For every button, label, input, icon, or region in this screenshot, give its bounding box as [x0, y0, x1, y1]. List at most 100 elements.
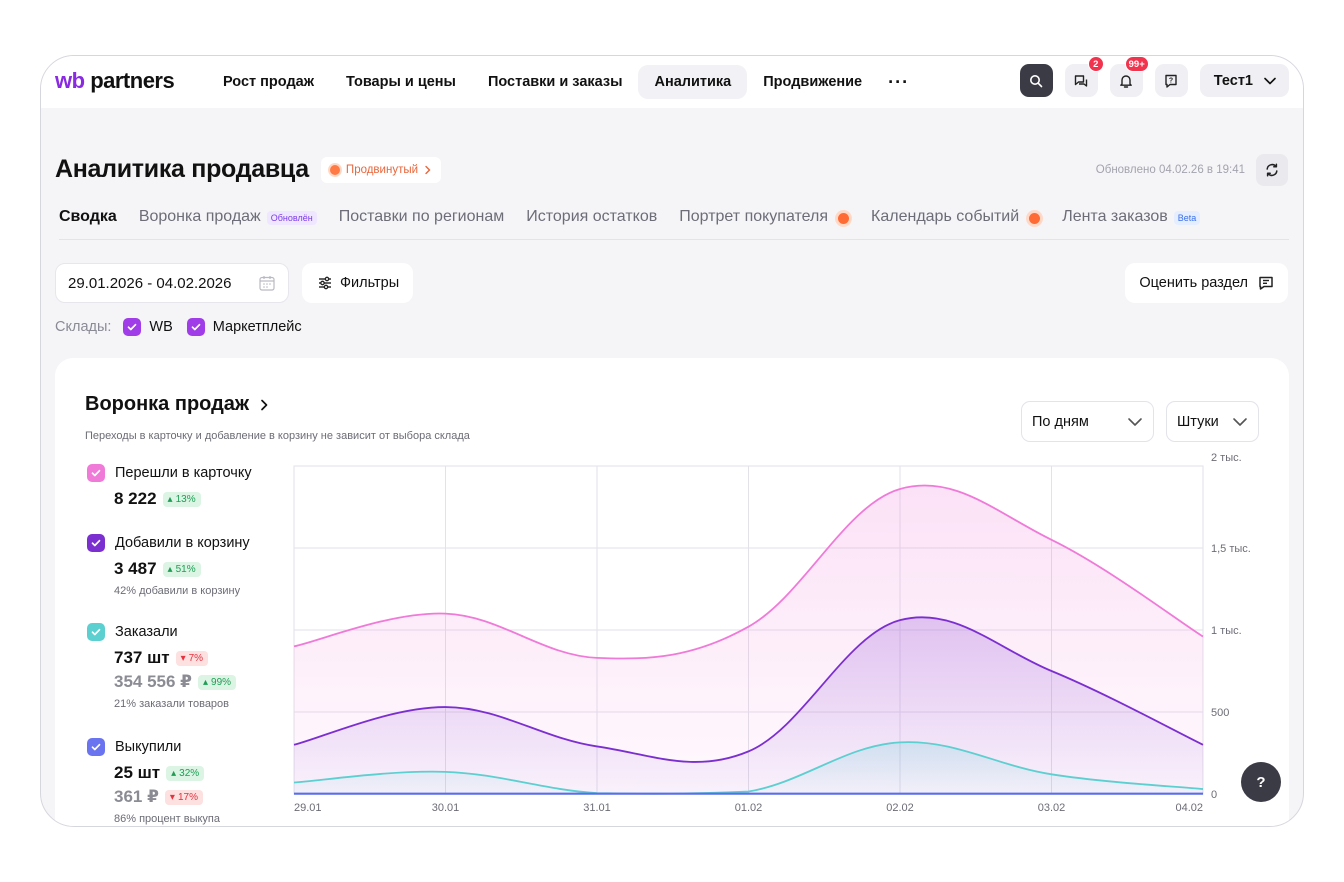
user-menu-button[interactable]: Тест1	[1199, 64, 1289, 97]
nav-more-button[interactable]: ···	[888, 71, 910, 92]
x-tick-label: 02.02	[886, 802, 914, 814]
user-name: Тест1	[1213, 72, 1253, 89]
nav-item-sales-growth[interactable]: Рост продаж	[223, 74, 315, 90]
tab-buyer-portrait-label: Портрет покупателя	[679, 208, 829, 225]
metric-orders-value-row: 737 шт ▾ 7%	[114, 648, 287, 668]
new-dot-icon	[838, 213, 850, 224]
tab-summary[interactable]: Сводка	[59, 208, 117, 239]
filters-button[interactable]: Фильтры	[302, 263, 414, 303]
triangle-up-icon: ▴	[171, 767, 177, 779]
warehouse-wb-checkbox[interactable]: WB	[123, 318, 173, 336]
metric-cart-label: Добавили в корзину	[115, 535, 250, 551]
x-tick-label: 31.01	[583, 802, 611, 814]
metric-buyouts-toggle[interactable]: Выкупили	[87, 738, 287, 756]
funnel-title-link[interactable]: Воронка продаж	[85, 393, 269, 416]
y-tick-label: 1 тыс.	[1211, 625, 1242, 637]
metric-buyouts-note: 86% процент выкупа	[114, 813, 220, 825]
refresh-button[interactable]	[1256, 154, 1288, 186]
checkbox-checked-icon	[87, 534, 105, 552]
metric-buyouts-sum: 361 ₽	[114, 787, 159, 806]
top-actions: 2 99+ ? Тест1	[1019, 56, 1289, 97]
section-tabs: Сводка Воронка продаж Обновлён Поставки п…	[59, 208, 1289, 240]
svg-text:?: ?	[1169, 77, 1173, 84]
x-tick-label: 03.02	[1038, 802, 1066, 814]
series-area-3	[294, 742, 1203, 794]
date-range-value: 29.01.2026 - 04.02.2026	[68, 274, 232, 292]
metric-views-value: 8 222	[114, 489, 157, 508]
series-area-2	[294, 617, 1203, 794]
chevron-right-icon	[261, 399, 268, 410]
funnel-subtitle: Переходы в карточку и добавление в корзи…	[85, 430, 470, 442]
tab-sales-funnel[interactable]: Воронка продаж Обновлён	[139, 208, 317, 239]
notifications-button[interactable]: 99+	[1109, 56, 1149, 97]
nav-item-products-prices[interactable]: Товары и цены	[346, 74, 456, 90]
tab-stock-history[interactable]: История остатков	[526, 208, 658, 239]
change-badge-up: ▴ 99%	[198, 674, 237, 690]
change-badge-down: ▾ 7%	[175, 650, 209, 666]
nav-item-analytics[interactable]: Аналитика	[638, 65, 748, 99]
period-select[interactable]: По дням	[1021, 401, 1154, 442]
rate-section-label: Оценить раздел	[1139, 275, 1248, 291]
tab-orders-feed-label: Лента заказов	[1062, 208, 1168, 225]
page-title: Аналитика продавца	[55, 155, 309, 183]
checkbox-checked-icon	[87, 738, 105, 756]
checkbox-checked-icon	[87, 464, 105, 482]
support-button[interactable]: ?	[1154, 64, 1188, 97]
page-header: Аналитика продавца Продвинутый	[55, 155, 442, 184]
refresh-icon	[1266, 163, 1278, 177]
metric-views-value-row: 8 222 ▴ 13%	[114, 489, 287, 509]
metric-cart-value: 3 487	[114, 559, 157, 578]
change-value: 51%	[175, 563, 196, 575]
sales-funnel-card: Воронка продаж Переходы в карточку и доб…	[55, 358, 1289, 826]
metric-card-cart: Добавили в корзину 3 487 ▴ 51% 42% добави…	[87, 534, 287, 597]
metric-card-buyouts: Выкупили 25 шт ▴ 32% 361 ₽ ▾ 17% 86% проце…	[87, 738, 287, 825]
metric-views-label: Перешли в карточку	[115, 465, 252, 481]
tab-events-calendar[interactable]: Календарь событий	[871, 208, 1041, 239]
checkbox-checked-icon	[186, 318, 205, 336]
tab-orders-feed[interactable]: Лента заказов Beta	[1062, 208, 1201, 239]
y-tick-label: 500	[1211, 707, 1229, 719]
tab-regional-supplies-label: Поставки по регионам	[338, 208, 505, 225]
wb-partners-logo[interactable]: wb partners	[55, 68, 175, 94]
filters-label: Фильтры	[340, 275, 400, 291]
change-badge-down: ▾ 17%	[164, 789, 203, 805]
metric-cart-note: 42% добавили в корзину	[114, 585, 241, 597]
metric-views-toggle[interactable]: Перешли в карточку	[87, 464, 287, 482]
metric-orders-toggle[interactable]: Заказали	[87, 623, 287, 641]
funnel-title: Воронка продаж	[85, 393, 250, 415]
metric-orders-value: 737 шт	[114, 648, 170, 667]
y-tick-label: 1,5 тыс.	[1211, 543, 1251, 555]
change-badge-up: ▴ 13%	[162, 491, 201, 507]
checkbox-checked-icon	[87, 623, 105, 641]
triangle-down-icon: ▾	[169, 791, 175, 803]
nav-item-promotion[interactable]: Продвижение	[763, 74, 863, 90]
triangle-up-icon: ▴	[167, 493, 173, 505]
warehouse-marketplace-checkbox[interactable]: Маркетплейс	[186, 318, 302, 336]
tab-buyer-portrait[interactable]: Портрет покупателя	[679, 208, 850, 239]
metric-cart-toggle[interactable]: Добавили в корзину	[87, 534, 287, 552]
y-tick-label: 0	[1211, 789, 1217, 801]
metric-orders-sum: 354 556 ₽	[114, 672, 193, 691]
warehouses-filter: Склады: WB Маркетплейс	[55, 318, 308, 336]
metric-orders-note: 21% заказали товаров	[114, 698, 230, 710]
tab-regional-supplies[interactable]: Поставки по регионам	[338, 208, 505, 239]
rate-section-button[interactable]: Оценить раздел	[1125, 263, 1288, 303]
nav-item-supplies-orders[interactable]: Поставки и заказы	[487, 74, 623, 90]
date-range-picker[interactable]: 29.01.2026 - 04.02.2026	[55, 263, 289, 303]
unit-select[interactable]: Штуки	[1166, 401, 1259, 442]
x-tick-label: 29.01	[294, 802, 322, 814]
logo-partners: partners	[90, 68, 175, 93]
messages-button[interactable]: 2	[1064, 56, 1104, 97]
logo-wb: wb	[55, 68, 85, 93]
triangle-up-icon: ▴	[203, 676, 209, 688]
search-button[interactable]	[1019, 64, 1053, 97]
warehouses-label: Склады:	[55, 319, 112, 335]
top-navigation-bar: wb partners Рост продаж Товары и цены По…	[41, 56, 1303, 108]
change-value: 17%	[177, 791, 198, 803]
help-button[interactable]: ?	[1241, 762, 1281, 802]
tab-stock-history-label: История остатков	[526, 208, 658, 225]
triangle-down-icon: ▾	[180, 652, 186, 664]
triangle-up-icon: ▴	[167, 563, 173, 575]
series-line-3	[293, 741, 1204, 795]
plan-badge[interactable]: Продвинутый	[320, 156, 442, 183]
